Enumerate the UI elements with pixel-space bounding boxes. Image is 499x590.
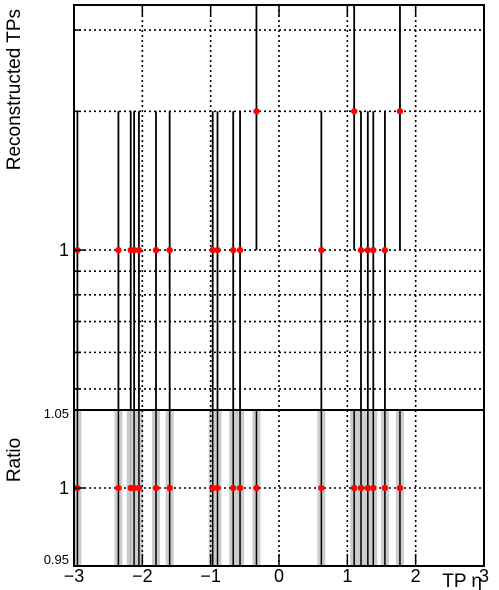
- x-tick-label: −3: [64, 566, 85, 586]
- top-data-point: [214, 246, 221, 254]
- ratio-data-point: [115, 484, 122, 492]
- x-tick-label: 0: [274, 566, 284, 586]
- top-data-point: [364, 246, 372, 254]
- ratio-data-point: [253, 484, 260, 492]
- top-data-point: [209, 246, 216, 254]
- top-data-point: [130, 246, 138, 254]
- bottom-y-axis-title: Ratio: [4, 438, 25, 482]
- top-data-point: [318, 246, 325, 254]
- ratio-data-point: [152, 484, 160, 492]
- x-tick-label: 3: [479, 566, 489, 586]
- top-data-point: [166, 246, 173, 254]
- top-data-point: [350, 108, 358, 115]
- ratio-data-point: [166, 484, 173, 492]
- top-data-point: [152, 246, 160, 254]
- ratio-data-point: [318, 484, 325, 492]
- ratio-data-point: [209, 484, 216, 492]
- bottom-panel-frame: [73, 409, 485, 567]
- top-data-point: [396, 108, 404, 115]
- top-markers: [74, 108, 404, 254]
- top-data-point: [230, 246, 237, 254]
- ratio-data-point: [135, 484, 143, 492]
- top-y-tick-labels: 1: [59, 240, 69, 260]
- x-axis-title: TP η: [442, 571, 482, 590]
- bottom-panel: 0.95 1 1.05 −3 −2 −1 0 1 2 3 Ratio TP η: [4, 406, 489, 590]
- x-tick-labels: −3 −2 −1 0 1 2 3: [64, 566, 489, 586]
- ratio-data-point: [357, 484, 365, 492]
- ratio-data-point: [350, 484, 358, 492]
- top-data-point: [370, 246, 377, 254]
- bottom-markers: [74, 484, 404, 492]
- top-data-point: [381, 246, 389, 254]
- top-error-bars: [74, 5, 403, 410]
- top-data-point: [253, 108, 260, 115]
- ratio-data-point: [214, 484, 221, 492]
- x-tick-label: 2: [411, 566, 421, 586]
- bottom-y-tick-label: 1.05: [44, 406, 69, 421]
- x-tick-label: 1: [342, 566, 352, 586]
- ratio-data-point: [364, 484, 372, 492]
- top-data-point: [115, 246, 122, 254]
- top-grid: [74, 5, 484, 410]
- top-y-axis-title: Reconstructed TPs: [4, 9, 25, 170]
- ratio-data-point: [130, 484, 138, 492]
- top-data-point: [135, 246, 143, 254]
- bottom-y-tick-label: 0.95: [44, 552, 69, 567]
- ratio-data-point: [370, 484, 377, 492]
- x-tick-label: −2: [132, 566, 153, 586]
- ratio-data-point: [396, 484, 404, 492]
- top-data-point: [357, 246, 365, 254]
- bottom-grid: [74, 410, 484, 566]
- ratio-data-point: [381, 484, 389, 492]
- ratio-data-point: [236, 484, 244, 492]
- x-tick-label: −1: [200, 566, 221, 586]
- bottom-y-tick-labels: 0.95 1 1.05: [44, 406, 69, 567]
- ratio-data-point: [230, 484, 237, 492]
- bottom-y-tick-label: 1: [59, 478, 69, 498]
- top-data-point: [236, 246, 244, 254]
- top-panel: 1 Reconstructed TPs: [4, 4, 485, 411]
- top-y-tick-label: 1: [59, 240, 69, 260]
